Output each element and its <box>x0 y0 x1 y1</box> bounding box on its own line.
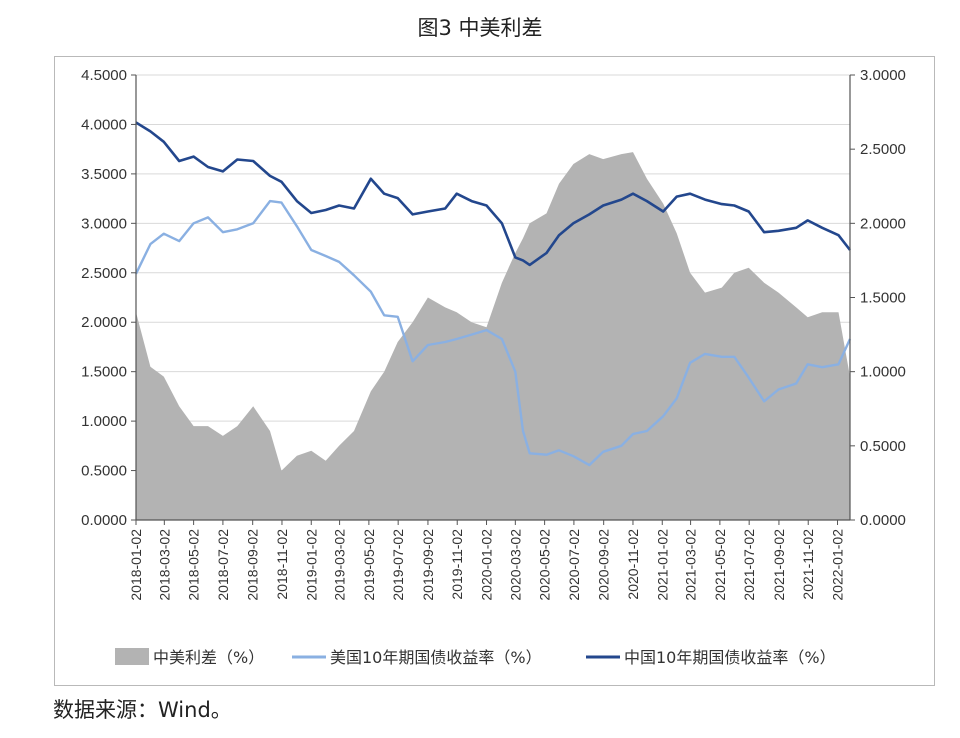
x-tick-label: 2020-05-02 <box>537 529 553 601</box>
x-tick-label: 2021-05-02 <box>712 529 728 601</box>
x-tick-label: 2019-05-02 <box>361 529 377 601</box>
y-left-tick-label: 4.0000 <box>81 116 127 133</box>
x-tick-label: 2020-01-02 <box>479 529 495 601</box>
chart-svg: 0.0000 0.5000 1.0000 1.5000 2.0000 2.5000 3.00… <box>81 67 906 667</box>
legend-swatch-spread <box>115 648 149 665</box>
source-note: 数据来源：Wind。 <box>53 698 232 722</box>
chart-title: 图3 中美利差 <box>417 16 543 40</box>
y-left-tick-label: 1.5000 <box>81 364 127 381</box>
y-left-tick-label: 3.0000 <box>81 215 127 232</box>
x-tick-label: 2021-07-02 <box>741 529 757 601</box>
y-right-tick-label: 1.0000 <box>860 364 906 381</box>
x-tick-label: 2020-07-02 <box>566 529 582 601</box>
y-left-tick-label: 0.5000 <box>81 463 127 480</box>
legend-label: 中国10年期国债收益率（%） <box>624 648 836 667</box>
x-tick-label: 2021-09-02 <box>771 529 787 601</box>
x-tick-label: 2021-03-02 <box>683 529 699 601</box>
x-tick-label: 2018-03-02 <box>156 529 172 601</box>
x-tick-label: 2019-03-02 <box>332 529 348 601</box>
legend-label: 中美利差（%） <box>153 648 264 667</box>
x-tick-label: 2019-11-02 <box>449 529 465 600</box>
x-tick-label: 2018-09-02 <box>245 529 261 601</box>
y-right-tick-label: 3.0000 <box>860 67 906 84</box>
y-left-tick-label: 0.0000 <box>81 512 127 529</box>
x-tick-label: 2021-01-02 <box>654 529 670 601</box>
y-left-tick-label: 1.0000 <box>81 413 127 430</box>
x-tick-label: 2020-03-02 <box>507 529 523 601</box>
y-left-tick-label: 2.5000 <box>81 265 127 282</box>
x-tick-label: 2021-11-02 <box>800 529 816 600</box>
legend-label: 美国10年期国债收益率（%） <box>330 648 542 667</box>
x-tick-label: 2018-07-02 <box>215 529 231 601</box>
y-right-tick-label: 2.5000 <box>860 141 906 158</box>
us-10y-yield-line <box>134 199 852 467</box>
x-tick-label: 2019-01-02 <box>303 529 319 601</box>
y-left-tick-label: 2.0000 <box>81 314 127 331</box>
cn-10y-yield-line <box>135 121 852 267</box>
x-tick-label: 2022-01-02 <box>830 529 846 601</box>
chart-frame: 0.0000 0.5000 1.0000 1.5000 2.0000 2.5000 3.00… <box>54 56 935 686</box>
y-right-tick-label: 0.0000 <box>860 512 906 529</box>
y-right-tick-label: 2.0000 <box>860 215 906 232</box>
y-right-tick-label: 0.5000 <box>860 438 906 455</box>
x-tick-label: 2018-05-02 <box>186 529 202 601</box>
y-left-tick-label: 3.5000 <box>81 166 127 183</box>
x-tick-label: 2020-11-02 <box>625 529 641 600</box>
x-tick-label: 2018-11-02 <box>274 529 290 600</box>
x-tick-label: 2019-09-02 <box>420 529 436 601</box>
spread-area <box>136 152 850 520</box>
x-tick-label: 2020-09-02 <box>596 529 612 601</box>
x-tick-label: 2018-01-02 <box>128 529 144 601</box>
y-right-tick-label: 1.5000 <box>860 290 906 307</box>
y-left-tick-label: 4.5000 <box>81 67 127 84</box>
x-tick-label: 2019-07-02 <box>390 529 406 601</box>
